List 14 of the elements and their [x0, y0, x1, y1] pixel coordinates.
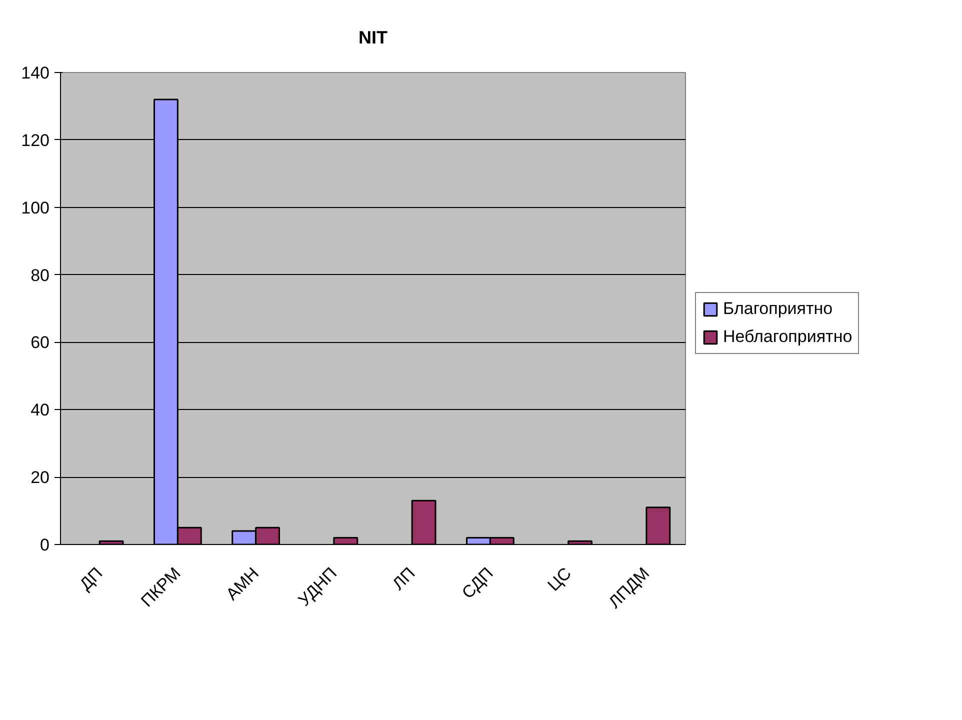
x-tick-label: ЛП	[388, 564, 419, 594]
x-tick-label: ДП	[76, 564, 106, 594]
y-tick-label: 0	[40, 536, 50, 554]
y-tick-label: 20	[30, 468, 50, 488]
y-tick-label: 100	[21, 198, 50, 218]
x-tick-label: ЦС	[544, 564, 576, 595]
y-tick-label: 140	[21, 64, 50, 82]
y-tick-label: 80	[30, 266, 50, 285]
legend-label: Благоприятно	[723, 299, 833, 319]
chart-title: NIT	[358, 28, 388, 48]
y-tick-label: 40	[30, 400, 50, 420]
y-tick-label: 120	[21, 130, 50, 150]
y-tick-label: 60	[30, 333, 50, 352]
legend-label: Неблагоприятно	[723, 327, 852, 347]
